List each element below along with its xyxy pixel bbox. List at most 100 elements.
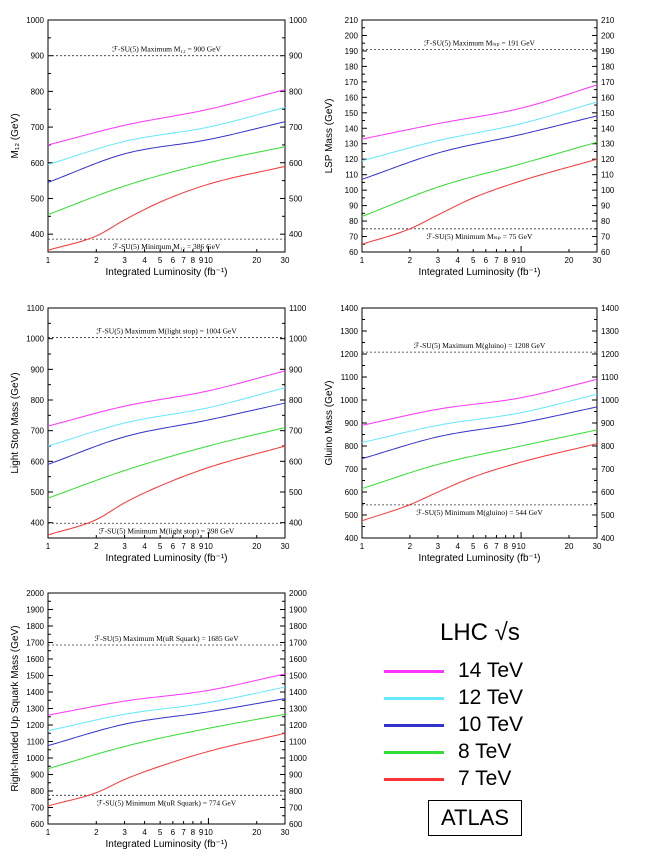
- x-tick-label: 4: [142, 828, 147, 837]
- legend-swatch: [384, 751, 444, 754]
- x-tick-label: 3: [436, 256, 441, 265]
- x-tick-label: 5: [158, 256, 163, 265]
- y-axis-label: Light Stop Mass (GeV): [10, 372, 21, 473]
- legend: LHC √s 14 TeV 12 TeV 10 TeV 8 TeV 7 TeV: [380, 615, 640, 795]
- y-tick-label-right: 100: [601, 186, 615, 195]
- chart-panel-stop: 400 400 500 500 600 600 700 700 800 800 900 900 1000…: [10, 304, 307, 564]
- y-tick-label-right: 500: [289, 488, 303, 497]
- y-tick-label: 110: [345, 171, 358, 180]
- chart-panel-squark: 600 600 700 700 800 800 900 900 1000 1000 1100 1100…: [10, 589, 307, 850]
- minimum-annotation: ℱ-SU(5) Minimum M(light stop) = 398 GeV: [99, 526, 235, 535]
- y-tick-label-right: 170: [601, 78, 615, 87]
- series-line-8tev: [47, 146, 286, 215]
- x-tick-label: 9: [512, 542, 517, 551]
- y-tick-label: 700: [345, 465, 359, 474]
- y-tick-label-right: 1500: [289, 672, 307, 681]
- y-tick-label: 1700: [26, 639, 44, 648]
- y-tick-label: 210: [345, 16, 359, 25]
- x-tick-label: 1: [46, 828, 51, 837]
- y-tick-label: 90: [349, 202, 358, 211]
- series-line-8tev: [361, 141, 598, 217]
- legend-entry-14tev: 14 TeV: [380, 659, 640, 683]
- y-axis-label: M₁₂ (GeV): [10, 113, 21, 158]
- x-tick-label: 1: [46, 542, 51, 551]
- y-tick-label: 600: [31, 159, 45, 168]
- x-tick-label: 9: [199, 256, 204, 265]
- x-tick-label: 4: [456, 542, 461, 551]
- y-tick-label: 400: [345, 534, 359, 543]
- y-tick-label-right: 600: [289, 820, 303, 829]
- y-tick-label: 1500: [26, 672, 44, 681]
- legend-entry-12tev: 12 TeV: [380, 686, 640, 710]
- x-tick-label: 10: [204, 542, 213, 551]
- y-tick-label-right: 80: [601, 217, 610, 226]
- series-line-7tev: [361, 158, 598, 245]
- x-tick-label: 10: [204, 828, 213, 837]
- x-tick-label: 7: [181, 256, 186, 265]
- legend-label: 12 TeV: [458, 686, 523, 709]
- y-tick-label-right: 1100: [289, 738, 307, 747]
- series-line-7tev: [361, 443, 598, 522]
- y-tick-label-right: 1400: [601, 304, 619, 313]
- series-line-10tev: [47, 402, 286, 465]
- series-line-10tev: [47, 121, 286, 183]
- y-tick-label: 1000: [26, 335, 44, 344]
- series-line-7tev: [47, 165, 286, 251]
- y-tick-label-right: 400: [289, 230, 303, 239]
- y-tick-label-right: 1100: [289, 304, 307, 313]
- x-tick-label: 9: [512, 256, 517, 265]
- y-tick-label: 1900: [26, 606, 44, 615]
- x-tick-label: 5: [471, 256, 476, 265]
- y-tick-label: 400: [31, 230, 45, 239]
- legend-entry-8tev: 8 TeV: [380, 740, 640, 764]
- x-axis-label: Integrated Luminosity (fb⁻¹): [419, 267, 541, 278]
- y-tick-label: 180: [345, 62, 359, 71]
- y-tick-label-right: 400: [289, 519, 303, 528]
- y-tick-label-right: 130: [601, 140, 615, 149]
- y-tick-label-right: 1100: [601, 373, 619, 382]
- maximum-annotation: ℱ-SU(5) Maximum Mₗₛₚ = 191 GeV: [424, 38, 535, 47]
- y-tick-label-right: 1700: [289, 639, 307, 648]
- x-tick-label: 20: [252, 256, 261, 265]
- series-line-8tev: [47, 713, 286, 770]
- y-tick-label-right: 500: [289, 194, 303, 203]
- legend-swatch: [384, 697, 444, 700]
- y-tick-label-right: 140: [601, 124, 615, 133]
- y-tick-label: 1000: [26, 16, 44, 25]
- maximum-annotation: ℱ-SU(5) Maximum M(uR Squark) = 1685 GeV: [94, 634, 239, 643]
- legend-title: LHC √s: [440, 619, 520, 646]
- x-axis-label: Integrated Luminosity (fb⁻¹): [106, 267, 228, 278]
- y-tick-label: 150: [345, 109, 359, 118]
- y-tick-label: 130: [345, 140, 359, 149]
- y-tick-label: 700: [31, 123, 45, 132]
- series-line-12tev: [361, 393, 598, 444]
- legend-label: 7 TeV: [458, 767, 512, 790]
- y-tick-label-right: 200: [601, 31, 615, 40]
- y-tick-label: 500: [31, 194, 45, 203]
- x-tick-label: 4: [142, 256, 147, 265]
- x-tick-label: 6: [171, 542, 176, 551]
- series-line-12tev: [47, 106, 286, 166]
- x-tick-label: 8: [191, 256, 196, 265]
- y-tick-label-right: 160: [601, 93, 615, 102]
- x-tick-label: 1: [360, 542, 365, 551]
- y-tick-label: 900: [345, 419, 359, 428]
- minimum-annotation: ℱ-SU(5) Minimum M(uR Squark) = 774 GeV: [97, 798, 237, 807]
- y-tick-label: 700: [31, 804, 45, 813]
- chart-panel-m12: 400 400 500 500 600 600 700 700 800 800 900 900 1000…: [10, 16, 307, 278]
- y-tick-label: 140: [345, 124, 359, 133]
- x-tick-label: 9: [199, 828, 204, 837]
- y-tick-label: 1300: [26, 705, 44, 714]
- y-tick-label: 900: [31, 771, 45, 780]
- y-tick-label-right: 400: [601, 534, 615, 543]
- y-tick-label: 900: [31, 52, 45, 61]
- x-tick-label: 30: [593, 542, 602, 551]
- x-axis-label: Integrated Luminosity (fb⁻¹): [106, 553, 228, 564]
- y-tick-label-right: 150: [601, 109, 615, 118]
- x-tick-label: 20: [252, 542, 261, 551]
- y-tick-label-right: 600: [289, 457, 303, 466]
- x-tick-label: 6: [171, 256, 176, 265]
- x-tick-label: 7: [181, 828, 186, 837]
- y-tick-label: 70: [349, 233, 358, 242]
